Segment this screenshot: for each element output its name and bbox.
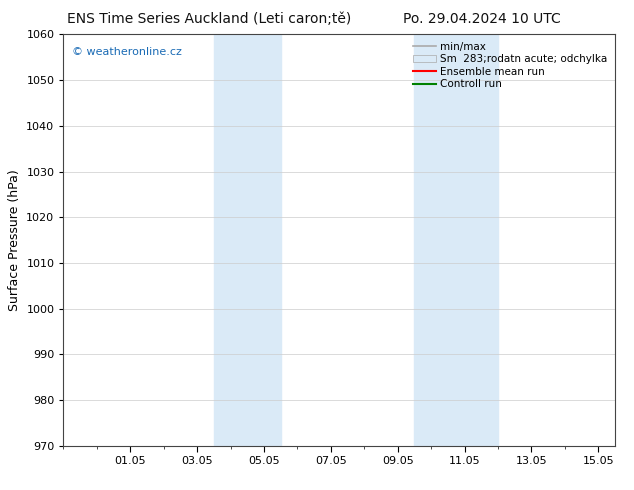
Text: ENS Time Series Auckland (Leti caron;tě): ENS Time Series Auckland (Leti caron;tě) <box>67 12 351 26</box>
Text: © weatheronline.cz: © weatheronline.cz <box>72 47 181 57</box>
Legend: min/max, Sm  283;rodatn acute; odchylka, Ensemble mean run, Controll run: min/max, Sm 283;rodatn acute; odchylka, … <box>411 40 610 92</box>
Y-axis label: Surface Pressure (hPa): Surface Pressure (hPa) <box>8 169 21 311</box>
Bar <box>415 34 498 446</box>
Text: Po. 29.04.2024 10 UTC: Po. 29.04.2024 10 UTC <box>403 12 560 26</box>
Bar <box>214 34 281 446</box>
